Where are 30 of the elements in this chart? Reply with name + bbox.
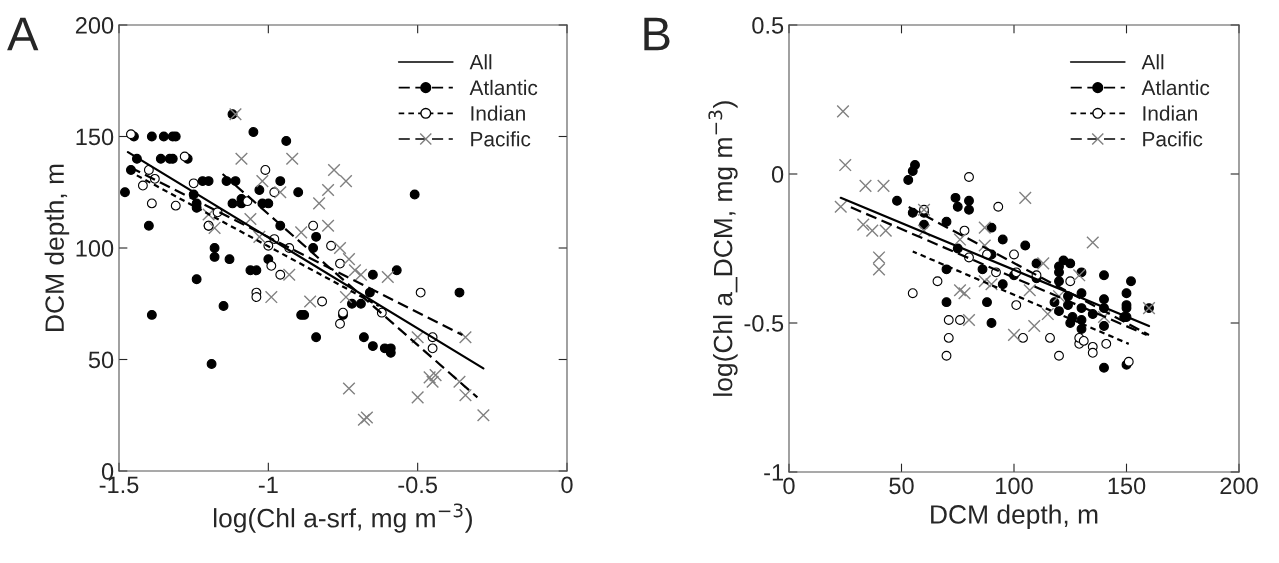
legend-label: All [469, 54, 492, 70]
x-tick-label: -1 [258, 476, 278, 493]
y-axis-title: DCM depth, m [44, 164, 70, 331]
legend-label: Pacific [1143, 131, 1203, 147]
y-tick-label: 100 [76, 240, 114, 257]
chart-title: A [7, 17, 39, 51]
y-axis-title: log(Chl a_DCM, mg m$^{−3}$) [708, 101, 738, 396]
legend-label: Indian [1143, 105, 1197, 121]
x-tick-label: 200 [1220, 477, 1258, 495]
x-tick-label: 150 [1108, 477, 1146, 495]
x-tick-label: 0 [783, 477, 795, 495]
y-tick-label: 0 [771, 166, 784, 183]
legend-label: Pacific [471, 131, 531, 147]
y-tick-label: -0.5 [744, 315, 784, 332]
x-axis-title: DCM depth, m [931, 504, 1098, 530]
x-axis-title: log(Chl a-srf, mg m$^{−3}$) [214, 503, 472, 533]
legend-label: Atlantic [469, 79, 538, 96]
x-tick-label: 50 [889, 477, 914, 495]
y-tick-label: 0.5 [752, 17, 784, 34]
y-tick-label: 50 [88, 351, 114, 369]
legend-label: All [1141, 54, 1164, 70]
y-tick-label: 150 [76, 128, 114, 146]
legend-label: Atlantic [1141, 79, 1210, 96]
x-tick-label: -0.5 [398, 476, 438, 494]
x-tick-label: 100 [996, 477, 1033, 495]
y-tick-label: 200 [75, 17, 114, 34]
x-tick-label: 0 [561, 476, 573, 494]
chart-title: B [644, 17, 670, 51]
legend-label: Indian [471, 105, 525, 121]
y-tick-label: -1 [764, 464, 783, 481]
